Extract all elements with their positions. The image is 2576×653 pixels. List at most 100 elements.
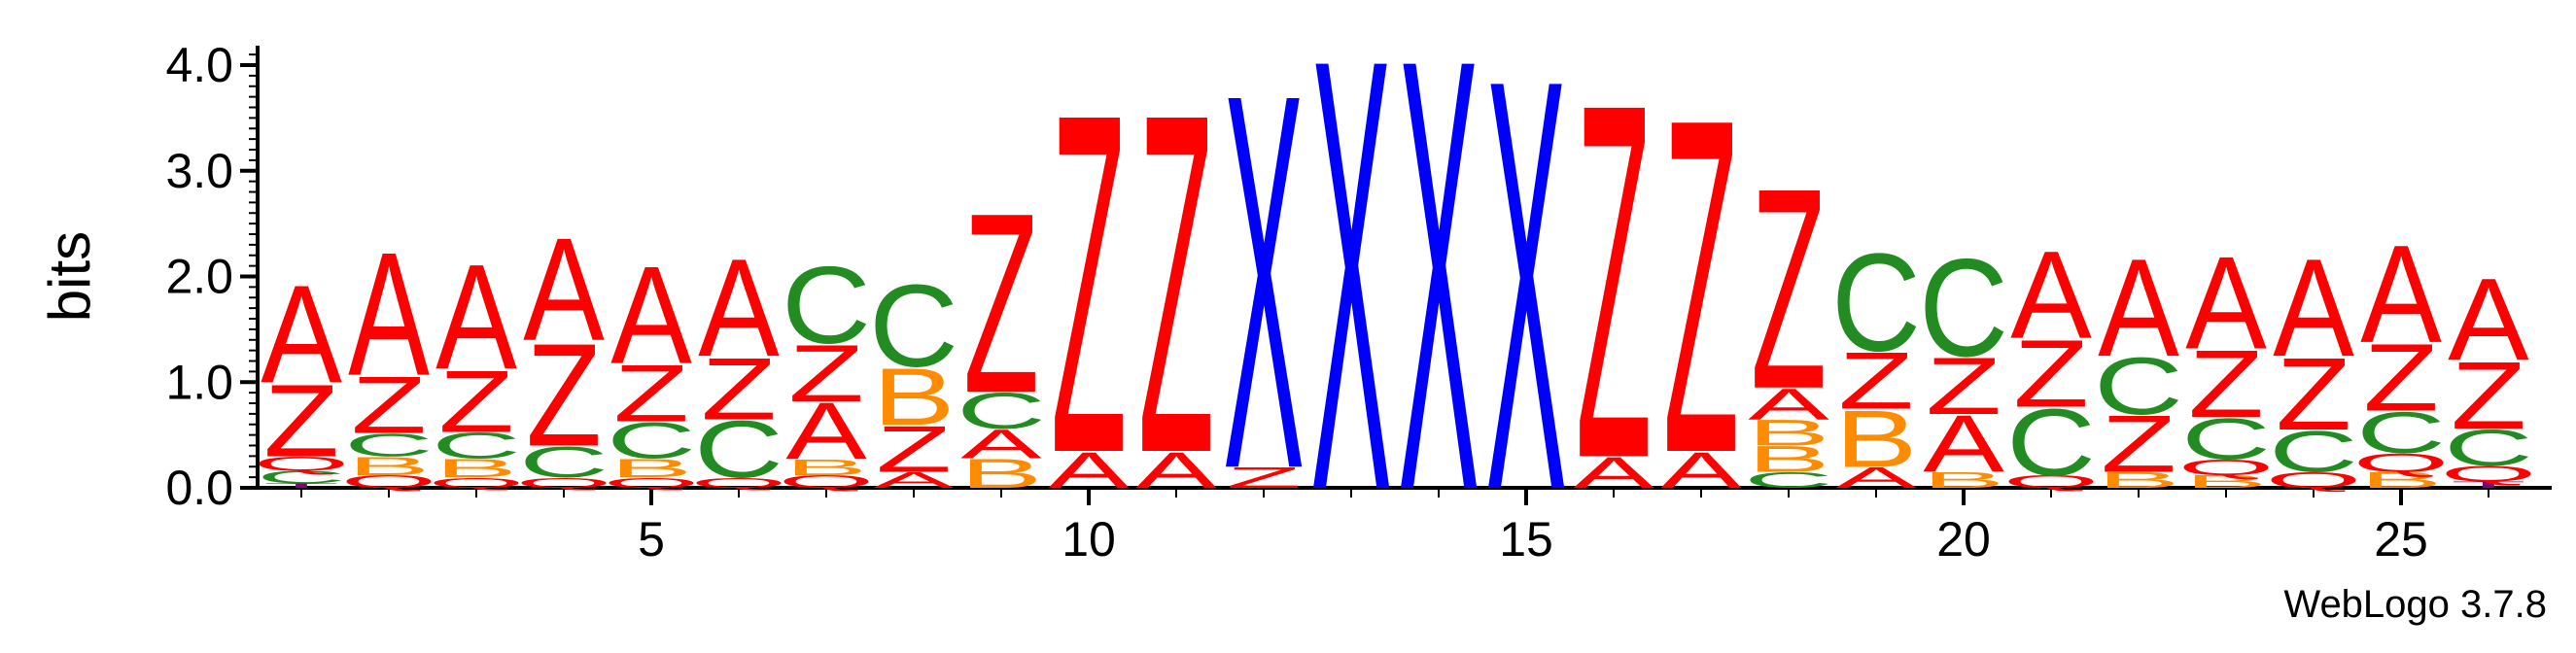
x-tick-label: 5 (638, 512, 665, 567)
logo-letter-Q-pos-21: Q (2003, 472, 2100, 492)
logo-letter-C-pos-9: C (957, 382, 1046, 439)
logo-letter-X-pos-13: X (1310, 0, 1392, 619)
logo-letter-C-pos-5: C (607, 412, 696, 469)
logo-letter-B-pos-25: B (2360, 468, 2443, 493)
logo-letter-C-pos-24: C (2269, 420, 2358, 485)
logo-letter-A-pos-5: A (610, 237, 692, 394)
logo-letter-A-pos-7: A (785, 387, 867, 477)
logo-letter-Q-pos-6: Q (691, 475, 787, 492)
logo-letter-Q-pos-23: Q (2177, 456, 2274, 480)
logo-letter-A-pos-2: A (348, 217, 430, 413)
logo-letter-B-pos-5: B (610, 454, 693, 483)
logo-letter-Z-pos-22: Z (2101, 399, 2176, 490)
logo-letter-Z-pos-12: Z (1226, 462, 1302, 495)
logo-letter-X-pos-15: X (1485, 0, 1567, 613)
axes: 0.0 1.0 2.0 3.0 4.0 bits 5 10 15 20 25 (37, 38, 2552, 567)
y-axis-label: bits (37, 231, 102, 322)
logo-letter-A-pos-10: A (1048, 442, 1130, 499)
logo-letter-B-pos-3: B (435, 454, 518, 483)
logo-letter-Z-pos-8: Z (876, 412, 952, 486)
logo-letter-A-pos-4: A (523, 208, 605, 372)
logo-letter-B-pos-19: B (1835, 394, 1918, 484)
logo-letter-B-pos-9: B (960, 451, 1043, 497)
x-tick-label: 25 (2374, 512, 2428, 567)
logo-letter-Q-pos-1: Q (254, 453, 350, 476)
logo-letter-Z-pos-10: Z (1051, 14, 1127, 554)
weblogo-credit: WebLogo 3.7.8 (2283, 583, 2547, 626)
logo-letter-Z-pos-6: Z (701, 340, 777, 438)
logo-letter-B-pos-18: B (1748, 438, 1830, 479)
x-tick-label: 10 (1062, 512, 1116, 567)
logo-letter-C-pos-20: C (1919, 229, 2008, 386)
logo-letter-Z-pos-16: Z (1576, 0, 1652, 565)
logo-letter-Q-pos-2: Q (341, 472, 437, 492)
logo-letter-Z-pos-23: Z (2188, 331, 2264, 438)
logo-letter-C-pos-18: C (1744, 468, 1833, 493)
logo-letter-Q-pos-25: Q (2353, 448, 2450, 477)
logo-letter-A-pos-16: A (1573, 448, 1654, 497)
logo-letter-Q-pos-3: Q (429, 475, 525, 492)
logo-letter-C-pos-22: C (2094, 341, 2183, 431)
y-tick-label: 0.0 (165, 461, 233, 515)
logo-letter-Z-pos-17: Z (1663, 18, 1739, 552)
logo-letter-A-pos-24: A (2273, 229, 2354, 386)
logo-letter-Z-pos-3: Z (438, 353, 514, 451)
logo-letter-B-pos-23: B (2185, 472, 2268, 492)
x-tick-label: 20 (1936, 512, 1991, 567)
logo-letter-Z-pos-7: Z (788, 328, 864, 419)
logo-letter-C-pos-21: C (2006, 390, 2096, 497)
logo-letter-B-pos-8: B (873, 352, 956, 442)
logo-letter-Z-pos-5: Z (613, 349, 689, 439)
x-tick-label: 15 (1499, 512, 1553, 567)
logo-letter-Z-pos-4: Z (526, 313, 602, 477)
logo-letter-A-pos-23: A (2185, 229, 2267, 377)
logo-letter-C-pos-25: C (2356, 400, 2446, 465)
logo-letter-C-pos-26: C (2444, 419, 2533, 476)
logo-letter-A-pos-3: A (435, 233, 517, 400)
logo-letter-C-pos-8: C (869, 261, 958, 392)
logo-letter-Q-pos-5: Q (604, 475, 700, 492)
logo-letter-X-pos-14: X (1398, 0, 1479, 619)
logo-letter-A-pos-1: A (261, 256, 342, 412)
logo-letter-B-pos-20: B (1923, 468, 2005, 493)
logo-letter-A-pos-21: A (2010, 224, 2092, 364)
logo-letter-C-pos-2: C (344, 427, 434, 463)
logo-letter-C-pos-1: C (257, 467, 346, 487)
logo-letter-C-pos-23: C (2181, 407, 2271, 472)
logo-letter-A-pos-9: A (960, 421, 1042, 466)
y-tick-label: 3.0 (165, 144, 233, 198)
logo-letter-T-pos-26: T (2451, 480, 2526, 490)
logo-letter-B-pos-18: B (1748, 412, 1830, 453)
logo-letter-Q-pos-7: Q (779, 472, 875, 492)
logo-letter-B-pos-2: B (348, 451, 431, 480)
logo-letter-A-pos-19: A (1835, 462, 1917, 495)
y-tick-label: 4.0 (165, 38, 233, 92)
y-tick-label: 2.0 (165, 250, 233, 304)
logo-letter-Z-pos-26: Z (2451, 343, 2526, 450)
logo-letter-A-pos-6: A (698, 229, 780, 386)
logo-letter-C-pos-7: C (782, 244, 871, 367)
logo-letter-Z-pos-19: Z (1838, 335, 1914, 426)
logo-letter-Q-pos-4: Q (516, 475, 612, 492)
logo-letter-A-pos-11: A (1135, 442, 1217, 499)
y-tick-label: 1.0 (165, 355, 233, 409)
logo-letter-Z-pos-2: Z (351, 360, 427, 450)
logo-letter-Z-pos-11: Z (1138, 14, 1214, 554)
logo-letter-Z-pos-18: Z (1751, 130, 1827, 449)
logo-letter-C-pos-3: C (432, 425, 521, 465)
logo-letter-C-pos-19: C (1831, 223, 1921, 380)
logo-letter-A-pos-8: A (873, 468, 955, 493)
logo-letter-X-pos-12: X (1223, 0, 1305, 580)
letter-stacks: TCQZAQBCZAQBCZAQCZAQBCZAQCZAQBAZCAZBCBAC… (254, 0, 2537, 619)
logo-letter-A-pos-25: A (2360, 216, 2442, 372)
logo-letter-T-pos-1: T (263, 483, 339, 490)
logo-letter-Z-pos-24: Z (2276, 336, 2351, 451)
logo-letter-Z-pos-1: Z (263, 363, 339, 478)
logo-letter-C-pos-6: C (694, 404, 783, 495)
logo-letter-A-pos-18: A (1748, 379, 1829, 428)
logo-letter-A-pos-26: A (2448, 255, 2529, 385)
logo-letter-Q-pos-26: Q (2440, 462, 2536, 486)
logo-letter-A-pos-20: A (1923, 399, 2004, 490)
